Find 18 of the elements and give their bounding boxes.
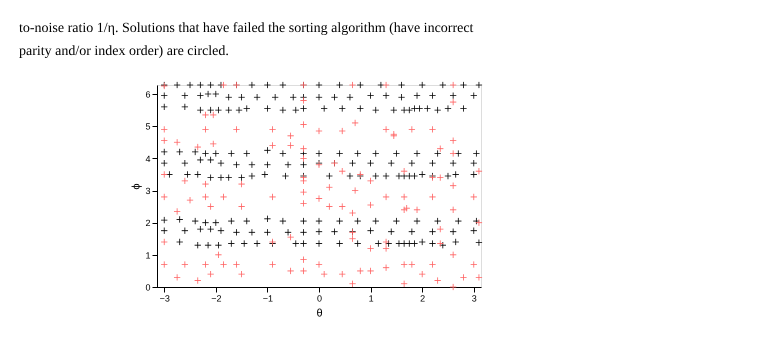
x-tick-label: −1 (262, 294, 274, 304)
y-tick-label: 4 (145, 154, 150, 164)
x-tick-label: 0 (316, 294, 322, 304)
y-tick-label: 6 (145, 90, 150, 100)
x-tick-label: 3 (472, 294, 477, 304)
x-tick-label: 2 (420, 294, 426, 304)
y-tick-label: 5 (145, 122, 150, 132)
x-tick-label: −3 (160, 294, 170, 304)
x-axis-title: θ (316, 308, 323, 320)
x-tick-label: 1 (368, 294, 374, 304)
y-tick-label: 3 (145, 186, 150, 196)
y-axis-title: ϕ (130, 183, 142, 190)
y-tick-label: 2 (145, 218, 150, 228)
y-tick-label: 1 (145, 250, 150, 260)
text: parity and/or index order) are circled. (18, 44, 229, 60)
y-tick-label: 0 (145, 282, 150, 292)
text: to-noise ratio 1/η. Solutions that have failed the sorting algorithm (have incorrect (18, 21, 474, 36)
x-tick-label: −2 (211, 294, 222, 304)
